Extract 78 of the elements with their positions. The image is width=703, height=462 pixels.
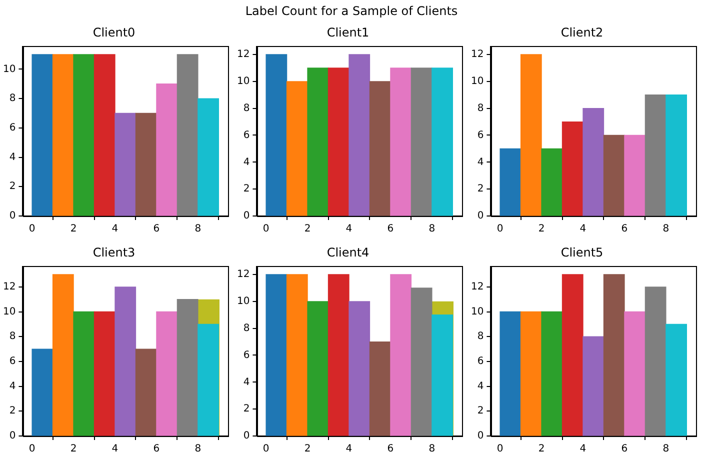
y-tick-label: 8 <box>477 102 484 114</box>
y-tick-label: 4 <box>9 152 16 163</box>
y-tick-label: 12 <box>470 49 484 60</box>
x-tick-label: 2 <box>538 444 545 455</box>
y-tick-label: 10 <box>470 76 484 87</box>
chart-title: Client4 <box>326 245 370 260</box>
y-tick-label: 6 <box>477 130 484 141</box>
x-tick-label: 8 <box>194 224 202 235</box>
y-tick-label: 4 <box>477 156 484 168</box>
y-tick-label: 10 <box>2 64 16 75</box>
y-tick-label: 10 <box>236 76 250 87</box>
y-tick-label: 4 <box>477 380 484 392</box>
y-tick-label: 6 <box>9 122 16 134</box>
text: Label Count for a Sample of Clients <box>244 3 459 20</box>
y-tick-label: 2 <box>477 406 484 417</box>
x-tick-label: 2 <box>538 224 545 235</box>
x-tick-label: 4 <box>346 444 352 455</box>
y-tick-label: 0 <box>243 210 250 222</box>
y-tick-label: 0 <box>477 430 484 442</box>
x-tick-label: 4 <box>346 224 352 235</box>
y-tick-label: 10 <box>470 306 484 318</box>
chart-title: Client1 <box>326 25 370 40</box>
x-tick-label: 6 <box>387 224 394 235</box>
x-tick-label: 8 <box>428 224 436 235</box>
y-tick-label: 2 <box>9 181 16 192</box>
x-tick-label: 8 <box>662 224 670 235</box>
y-tick-label: 0 <box>9 430 16 442</box>
y-tick-label: 6 <box>477 356 484 368</box>
y-tick-label: 10 <box>2 306 16 318</box>
y-tick-label: 2 <box>243 184 250 195</box>
x-tick-label: 2 <box>70 224 77 235</box>
y-tick-label: 4 <box>9 380 16 392</box>
x-tick-label: 8 <box>662 444 670 455</box>
x-tick-label: 8 <box>194 444 202 455</box>
y-tick-label: 12 <box>236 49 250 60</box>
x-tick-label: 6 <box>153 444 160 455</box>
x-tick-label: 6 <box>621 444 628 455</box>
x-tick-label: 4 <box>112 444 118 455</box>
x-tick-label: 0 <box>496 444 504 455</box>
x-tick-label: 2 <box>304 224 311 235</box>
chart-title: Client3 <box>92 245 136 260</box>
chart-title: Client5 <box>560 245 604 260</box>
x-tick-label: 0 <box>28 224 36 235</box>
x-tick-label: 4 <box>112 224 118 235</box>
x-tick-label: 0 <box>496 224 504 235</box>
y-tick-label: 8 <box>243 102 250 114</box>
y-tick-label: 6 <box>9 356 16 368</box>
y-tick-label: 10 <box>236 296 250 307</box>
x-tick-label: 0 <box>262 444 270 455</box>
x-tick-label: 2 <box>304 444 311 455</box>
y-tick-label: 8 <box>243 322 250 334</box>
x-tick-label: 4 <box>580 224 586 235</box>
y-tick-label: 4 <box>243 156 250 168</box>
y-tick-label: 2 <box>477 184 484 195</box>
y-tick-label: 0 <box>9 210 16 222</box>
y-tick-label: 12 <box>236 269 250 280</box>
x-tick-label: 2 <box>70 444 77 455</box>
y-tick-label: 2 <box>9 406 16 417</box>
x-tick-label: 4 <box>580 444 586 455</box>
x-tick-label: 6 <box>387 444 394 455</box>
y-tick-label: 12 <box>470 281 484 292</box>
x-tick-label: 6 <box>621 224 628 235</box>
x-tick-label: 8 <box>428 444 436 455</box>
y-tick-label: 8 <box>477 331 484 342</box>
x-tick-label: 0 <box>262 224 270 235</box>
y-tick-label: 8 <box>9 93 16 104</box>
y-tick-label: 0 <box>477 210 484 222</box>
x-tick-label: 0 <box>28 444 36 455</box>
y-tick-label: 4 <box>243 376 250 388</box>
y-tick-label: 0 <box>243 430 250 442</box>
y-tick-label: 12 <box>2 281 16 292</box>
chart-title: Client0 <box>92 25 136 40</box>
y-tick-label: 6 <box>243 350 250 361</box>
chart-title: Client2 <box>560 25 604 40</box>
x-tick-label: 6 <box>153 224 160 235</box>
y-tick-label: 2 <box>243 404 250 415</box>
y-tick-label: 6 <box>243 130 250 141</box>
y-tick-label: 8 <box>9 331 16 342</box>
